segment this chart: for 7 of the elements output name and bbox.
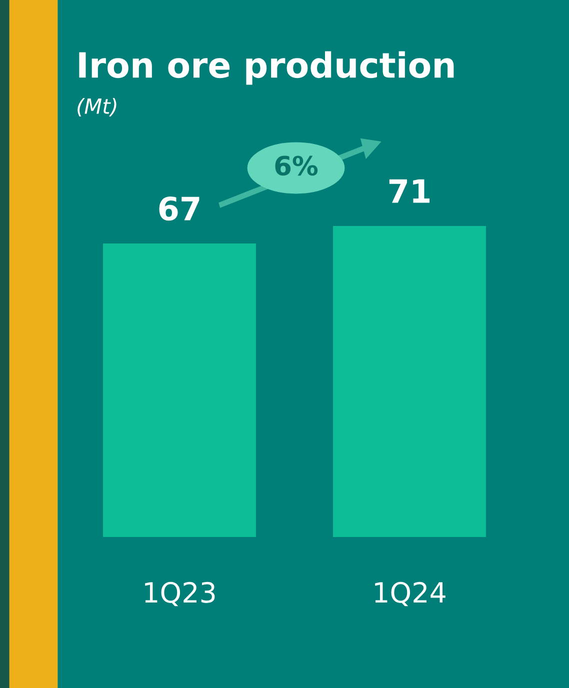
- data-label: 71: [389, 179, 430, 203]
- data-label: 67: [159, 196, 200, 221]
- chart-title: Iron ore production: [79, 51, 454, 85]
- text: 6%: [275, 156, 318, 176]
- x-tick-label: 1Q24: [375, 582, 446, 606]
- x-tick-label: 1Q23: [145, 582, 215, 606]
- chart-subtitle: (Mt): [78, 98, 116, 116]
